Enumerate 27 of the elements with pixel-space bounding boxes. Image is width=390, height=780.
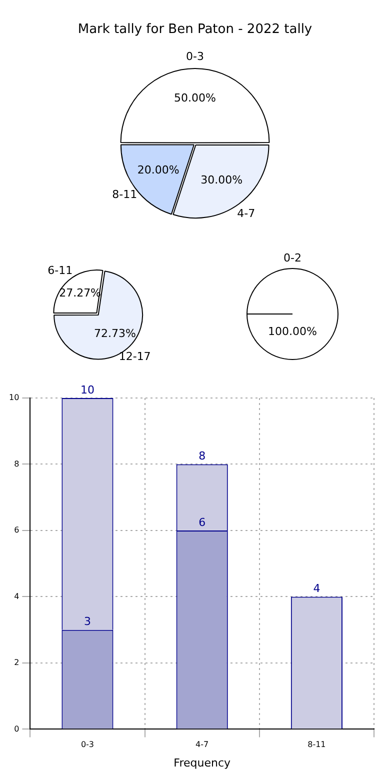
slice-label: 0-2 [284,251,302,264]
slice-label: 12-17 [118,350,151,363]
slice-label: 0-3 [186,50,204,63]
chart-title: Mark tally for Ben Paton - 2022 tally [76,21,314,39]
y-tick-label: 10 [8,393,20,402]
x-axis-title: Frequency [174,756,231,770]
slice-label: 8-11 [112,188,138,201]
y-tick-label: 2 [14,658,20,668]
data-label: 30.00% [200,173,243,186]
y-tick-label: 6 [14,526,20,535]
data-label: 6 [198,516,206,529]
data-label: 72.73% [94,327,136,340]
y-tick-label: 8 [14,459,20,468]
total-label: 4 [313,582,320,596]
data-label: 3 [84,615,91,628]
data-label: 100.00% [268,325,317,338]
y-tick-label: 0 [14,724,20,734]
slice-label: 4-7 [237,207,256,220]
total-label: 10 [80,383,94,396]
data-label: 50.00% [174,92,216,105]
data-label: 20.00% [137,163,180,176]
x-tick-label: 4-7 [196,740,209,750]
x-tick-label: 0-3 [80,740,94,750]
x-tick-label: 8-11 [308,740,326,750]
total-label: 8 [198,450,206,463]
y-tick-label: 4 [14,592,20,601]
slice-label: 6-11 [48,264,73,277]
